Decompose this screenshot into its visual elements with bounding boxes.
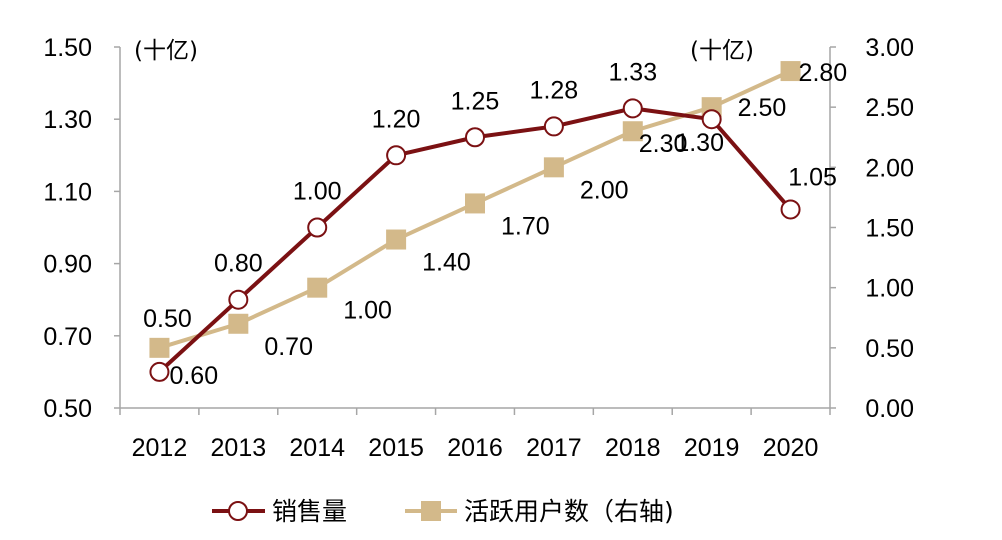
marker-active-users [386,229,407,250]
marker-active-users [465,193,485,214]
x-tick-label: 2019 [684,434,740,462]
data-label-active-users: 1.70 [501,212,550,240]
right-tick-label: 1.50 [865,215,914,243]
data-label-sales: 1.33 [608,58,657,86]
marker-active-users [228,313,249,334]
marker-active-users [149,337,170,358]
marker-sales [465,127,485,148]
data-label-sales: 1.00 [293,178,342,206]
series [149,61,801,382]
data-label-sales: 0.60 [169,362,218,390]
left-tick-label: 1.10 [43,178,92,206]
data-label-sales: 0.80 [214,250,263,278]
data-label-active-users: 2.80 [799,59,848,87]
marker-sales [622,98,643,119]
x-tick-label: 2015 [368,434,424,462]
data-label-active-users: 1.40 [422,249,471,277]
data-label-sales: 1.30 [675,129,724,157]
marker-sales [228,289,249,310]
legend-swatch-active-users-marker [421,501,441,521]
data-label-active-users: 1.00 [343,297,392,325]
legend: 销售量 活跃用户数（右轴) [212,497,674,526]
data-label-sales: 1.05 [788,163,837,191]
marker-sales [543,116,564,137]
legend-label-active-users: 活跃用户数（右轴) [464,497,674,526]
data-label-sales: 1.20 [372,105,421,133]
data-label-active-users: 2.30 [639,130,688,158]
marker-sales [307,217,328,238]
left-tick-label: 0.50 [43,395,92,423]
data-label-sales: 1.28 [530,76,579,104]
right-tick-label: 0.50 [865,335,914,363]
right-tick-label: 2.50 [865,94,914,122]
marker-sales [386,145,407,166]
x-tick-label: 2012 [132,434,188,462]
marker-sales [149,361,170,382]
right-tick-label: 3.00 [865,34,914,62]
x-tick-label: 2020 [763,434,819,462]
left-tick-label: 0.90 [43,251,92,279]
marker-active-users [307,277,328,298]
left-tick-label: 0.70 [43,323,92,351]
marker-active-users [543,157,564,178]
right-axis-unit: (十亿) [690,38,754,64]
right-tick-label: 0.00 [865,395,914,423]
data-labels: 0.60 0.80 1.00 1.20 1.25 1.28 1.33 1.30 1.05 0.50… [143,58,847,390]
data-label-active-users: 2.50 [738,94,787,122]
left-axis-unit: (十亿) [134,38,198,64]
axes: 0.50 0.70 0.90 1.10 1.30 1.50 0.00 0.50 1.00 1.50… [43,34,914,462]
legend-swatch-sales-marker [228,501,248,521]
legend-label-sales: 销售量 [272,497,347,526]
x-tick-label: 2018 [605,434,661,462]
marker-active-users [622,121,643,142]
x-tick-label: 2013 [211,434,267,462]
data-label-active-users: 2.00 [580,176,629,204]
marker-sales [701,109,722,130]
data-label-active-users: 0.70 [264,333,313,361]
data-label-active-users: 0.50 [143,305,192,333]
left-tick-label: 1.50 [43,34,92,62]
x-tick-label: 2016 [447,434,503,462]
x-tick-label: 2017 [526,434,582,462]
right-tick-label: 2.00 [865,154,914,182]
marker-sales [780,199,801,220]
right-tick-label: 1.00 [865,275,914,303]
marker-active-users [780,61,801,82]
left-tick-label: 1.30 [43,106,92,134]
data-label-sales: 1.25 [451,87,500,115]
x-tick-label: 2014 [289,434,345,462]
